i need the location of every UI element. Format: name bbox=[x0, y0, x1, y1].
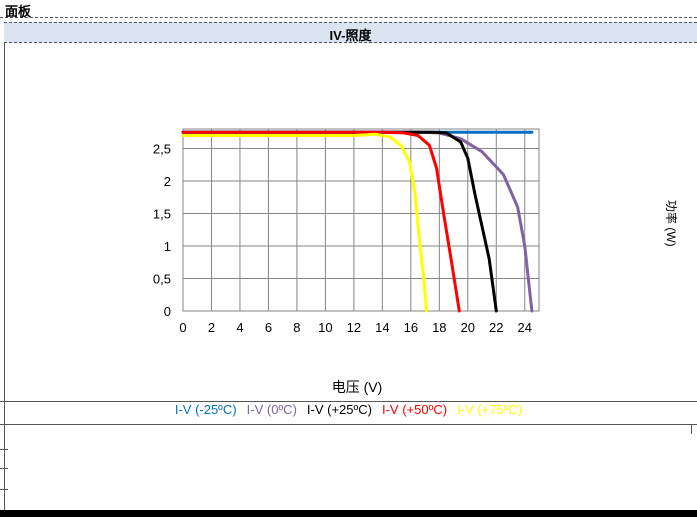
chart-legend: I-V (-25ºC) I-V (0ºC) I-V (+25ºC) I-V (+50º… bbox=[0, 402, 697, 422]
panel-title: 面板 bbox=[5, 4, 32, 19]
x-tick-label: 4 bbox=[236, 320, 243, 335]
legend-entry-1: I-V (0ºC) bbox=[246, 402, 297, 417]
x-tick-label: 12 bbox=[347, 320, 361, 335]
x-tick-label: 24 bbox=[518, 320, 532, 335]
frame-left-border bbox=[4, 43, 5, 517]
y-tick-label: 1 bbox=[164, 239, 171, 254]
side-axis-label: 功率 (W) bbox=[664, 200, 678, 247]
panel-title-bar: 面板 bbox=[0, 0, 697, 19]
chart-series bbox=[181, 130, 534, 313]
x-tick-label: 10 bbox=[318, 320, 332, 335]
y-tick-label: 2,5 bbox=[153, 142, 171, 157]
x-tick-label: 16 bbox=[404, 320, 418, 335]
legend-entry-4: I-V (+75ºC) bbox=[457, 402, 523, 417]
x-tick-label: 2 bbox=[208, 320, 215, 335]
x-tick-label: 0 bbox=[179, 320, 186, 335]
x-tick-label: 22 bbox=[489, 320, 503, 335]
series-line-4 bbox=[181, 132, 428, 313]
x-tick-label: 14 bbox=[375, 320, 389, 335]
legend-entry-3: I-V (+50ºC) bbox=[381, 402, 448, 417]
y-tick-label: 0,5 bbox=[153, 272, 171, 287]
right-tick bbox=[691, 424, 692, 434]
chart-header: IV-照度 bbox=[4, 22, 697, 43]
x-tick-label: 6 bbox=[265, 320, 272, 335]
chart-title: IV-照度 bbox=[329, 28, 372, 43]
row-tick-1 bbox=[0, 449, 8, 450]
legend-top-divider bbox=[0, 401, 697, 402]
row-tick-2 bbox=[0, 468, 8, 469]
x-tick-label: 18 bbox=[432, 320, 446, 335]
x-tick-label: 8 bbox=[293, 320, 300, 335]
row-tick-3 bbox=[0, 489, 8, 490]
y-tick-label: 1,5 bbox=[153, 207, 171, 222]
y-tick-label: 0 bbox=[164, 304, 171, 319]
legend-entry-0: I-V (-25ºC) bbox=[174, 402, 237, 417]
legend-entry-2: I-V (+25ºC) bbox=[306, 402, 372, 417]
legend-bottom-divider bbox=[0, 424, 697, 425]
series-line-2 bbox=[181, 130, 498, 313]
plot-area-border bbox=[182, 128, 540, 312]
series-line-3 bbox=[181, 130, 461, 313]
x-axis-label: 电压 (V) bbox=[332, 379, 383, 395]
y-tick-label: 2 bbox=[164, 174, 171, 189]
x-tick-label: 20 bbox=[461, 320, 475, 335]
bottom-border bbox=[0, 510, 697, 517]
